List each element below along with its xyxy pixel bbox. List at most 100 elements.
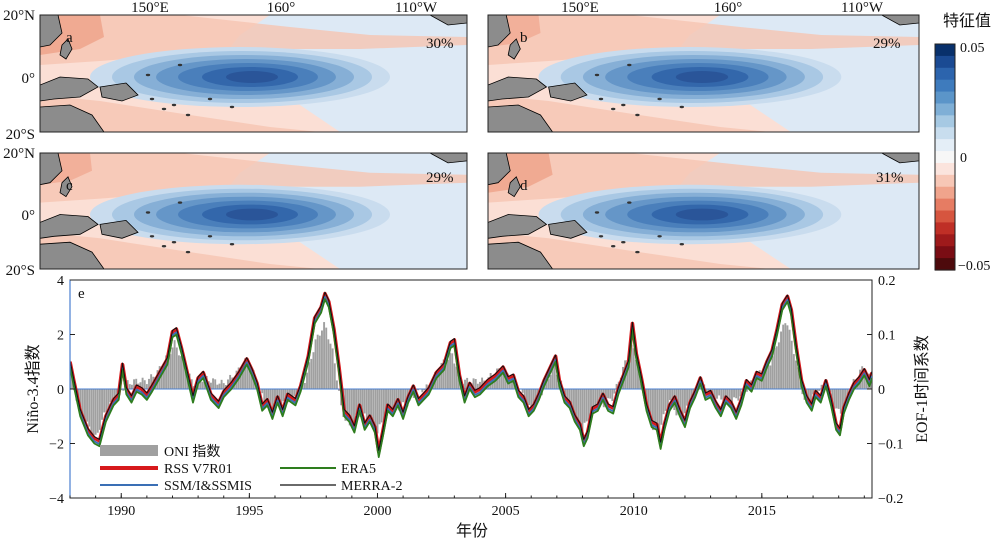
oni-bar <box>669 389 671 401</box>
oni-bar <box>335 380 338 389</box>
oni-bar <box>393 389 396 406</box>
oni-bar <box>769 365 772 389</box>
oni-bar <box>218 383 221 389</box>
island <box>145 73 151 77</box>
oni-bar <box>797 367 800 389</box>
oni-bar <box>348 389 351 426</box>
series-line-era5 <box>70 298 872 459</box>
island <box>229 105 235 109</box>
oni-bar <box>564 389 567 399</box>
oni-bar <box>820 384 823 389</box>
oni-bar <box>739 389 742 397</box>
lon-tick-160-left: 160° <box>267 0 296 16</box>
panel-label-d: d <box>520 178 528 194</box>
oni-bar <box>716 389 718 399</box>
oni-bar <box>799 381 802 389</box>
map-frame-a <box>39 14 468 133</box>
oni-bar <box>177 355 180 389</box>
landmass-asia <box>40 15 63 48</box>
oni-bar <box>92 389 95 436</box>
oni-bar <box>525 389 528 407</box>
oni-bar <box>404 389 407 404</box>
colorbar-segment <box>935 198 955 212</box>
oni-bar <box>831 389 834 403</box>
oni-bar <box>162 363 165 389</box>
oni-bar <box>788 329 791 389</box>
oni-bar <box>842 389 844 412</box>
oni-bar <box>835 389 838 409</box>
oni-bar <box>765 364 768 389</box>
oni-bar <box>421 389 424 393</box>
oni-bar <box>122 389 125 391</box>
island <box>635 113 640 117</box>
oni-bar <box>378 389 381 425</box>
oni-bar <box>173 340 176 389</box>
landmass-philippines <box>59 38 73 60</box>
oni-bar <box>615 383 618 389</box>
oni-bar <box>303 382 306 389</box>
oni-bar <box>79 389 82 408</box>
oni-bar <box>116 389 118 397</box>
colorbar-title: 特征值 <box>943 11 991 30</box>
oni-bar <box>90 389 93 435</box>
island <box>594 211 600 214</box>
oni-bar <box>269 389 272 410</box>
oni-bar <box>782 324 785 389</box>
oni-bar <box>367 389 370 421</box>
y-left-tick-label: −2 <box>49 438 64 453</box>
lat-tick-20n-bottom: 20°N <box>3 146 35 162</box>
oni-bar <box>314 339 317 389</box>
oni-bar <box>474 379 477 389</box>
axis-ticks: 1990 1995 2000 2005 2010 2015 4 0.2 2 0.1 0 0 −2 −0.1… <box>49 274 903 519</box>
oni-bar <box>86 389 89 422</box>
x-tick-label: 2000 <box>363 504 391 519</box>
legend: ONI 指数 RSS V7R01 SSM/I&SSMIS ERA5 MERRA-… <box>100 444 402 494</box>
landmass-indonesia <box>488 76 548 102</box>
landmass-indonesia <box>40 214 99 239</box>
oni-bar <box>96 389 99 433</box>
oni-bar <box>570 389 573 415</box>
colorbar-segment <box>935 186 955 200</box>
island <box>149 97 155 101</box>
panel-label-e: e <box>78 286 85 302</box>
oni-bar <box>357 389 360 416</box>
oni-bar <box>547 379 550 389</box>
oni-bar <box>530 389 533 406</box>
oni-bar <box>780 331 782 389</box>
oni-bar <box>590 389 592 414</box>
oni-bar <box>521 389 524 393</box>
oni-bar <box>402 389 405 403</box>
oni-bar <box>98 389 101 430</box>
oni-bar <box>837 389 840 409</box>
oni-bar <box>184 369 187 389</box>
panel-percent-a: 30% <box>426 36 454 52</box>
oni-bar <box>686 389 689 406</box>
oni-bar <box>105 389 108 413</box>
island <box>621 241 626 244</box>
oni-bar <box>613 389 616 394</box>
oni-bar <box>101 389 103 420</box>
oni-bar <box>436 372 439 389</box>
oni-bar <box>583 389 586 423</box>
colorbar <box>935 44 955 271</box>
oni-bar <box>323 322 326 389</box>
island <box>611 107 616 111</box>
colorbar-segment <box>935 127 955 140</box>
oni-bar <box>611 389 614 402</box>
oni-bar <box>365 389 368 420</box>
oni-bar <box>321 330 323 389</box>
oni-bar <box>592 389 595 408</box>
oni-bar <box>677 389 680 415</box>
oni-bar <box>511 377 513 389</box>
oni-bar <box>387 389 390 406</box>
oni-bar <box>291 389 294 397</box>
landmass-new-guinea <box>548 219 588 239</box>
oni-bar <box>807 389 810 404</box>
oni-bar <box>250 369 253 389</box>
lat-tick-0-top: 0° <box>22 71 36 87</box>
landmass-asia <box>488 153 511 186</box>
oni-bar <box>773 347 776 389</box>
oni-bar <box>148 378 150 389</box>
oni-bar <box>795 360 797 389</box>
oni-bar <box>355 389 358 415</box>
